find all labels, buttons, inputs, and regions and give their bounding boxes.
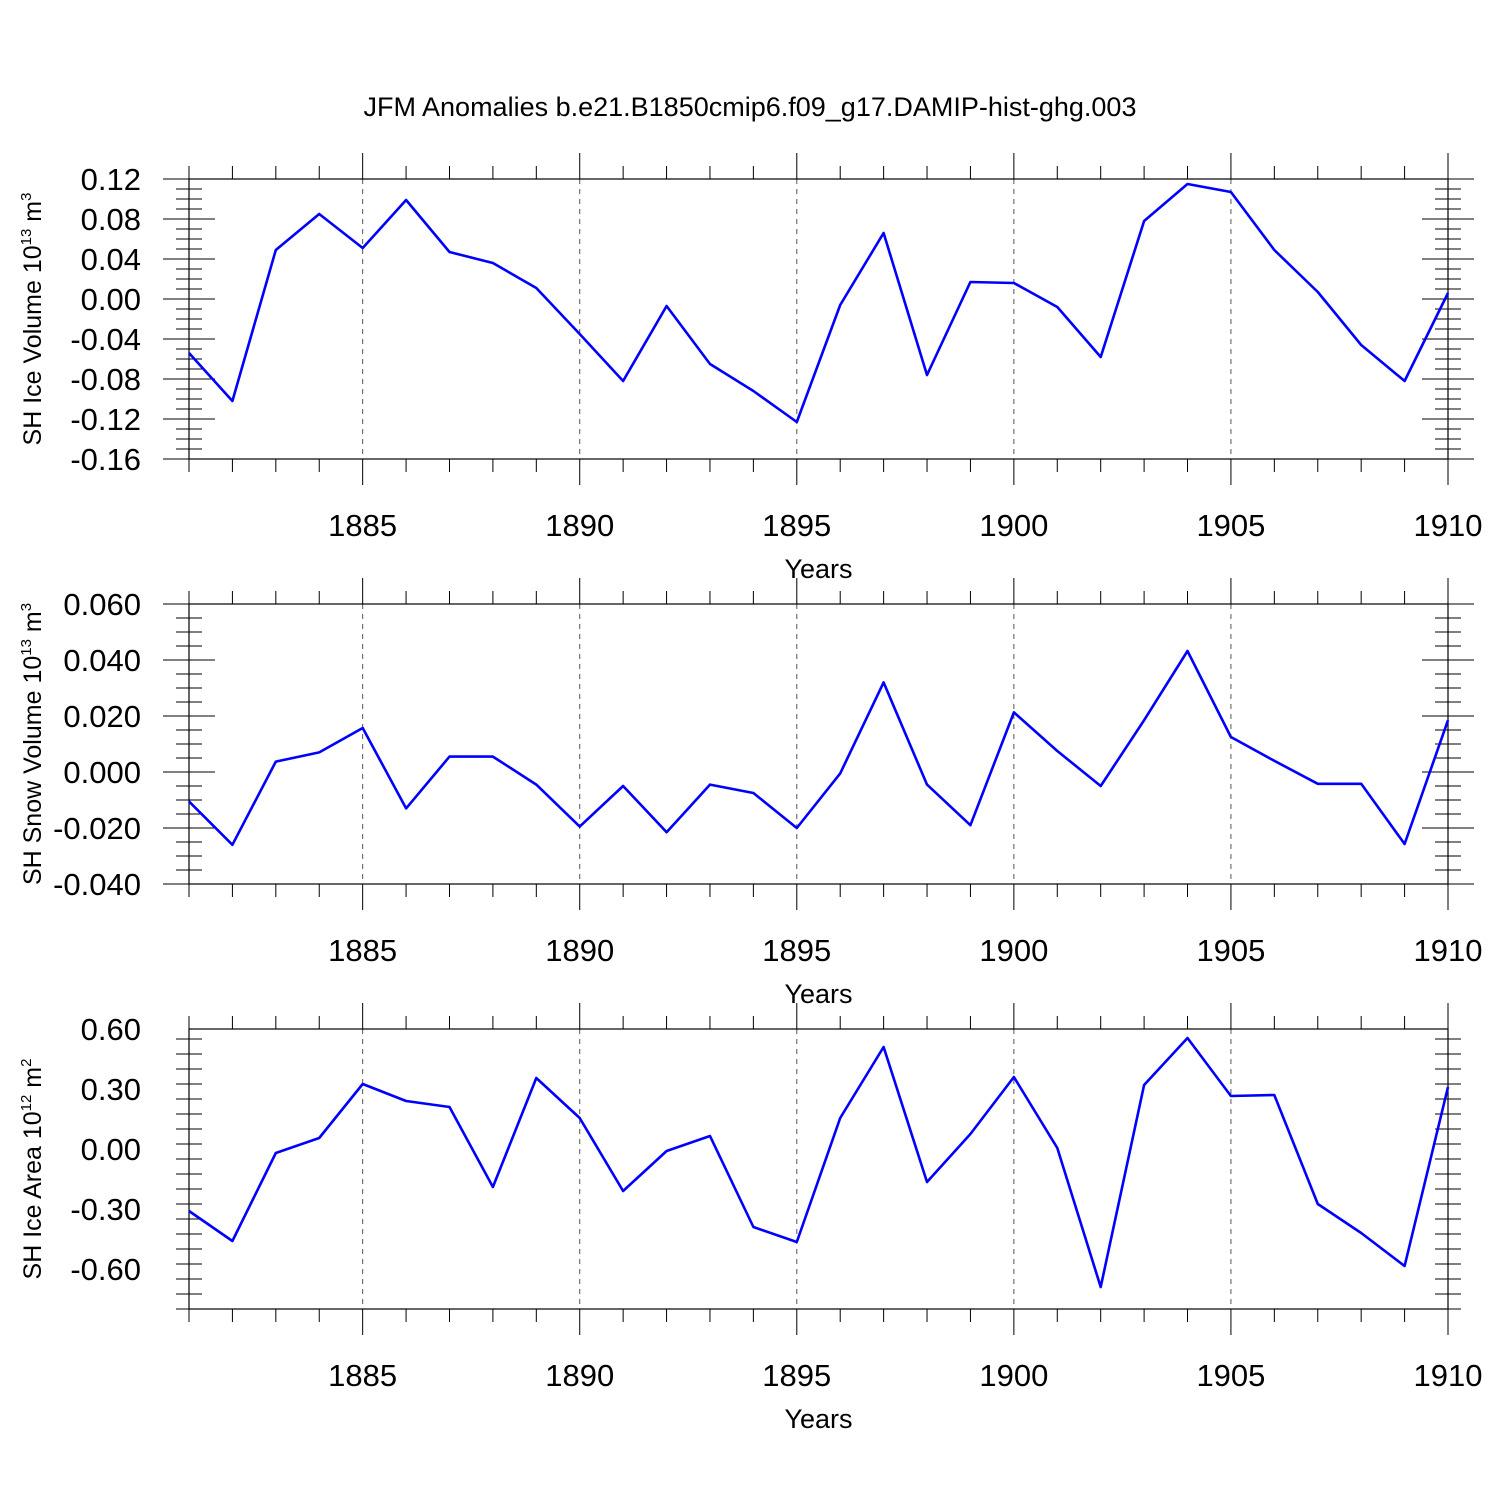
y-axis-label: SH Ice Area 1012 m2 xyxy=(18,1059,47,1280)
plot-frame xyxy=(188,1028,1449,1310)
panel-3: 1885 1890 1895 1900 1905 1910 Years -0.60 -0.30 0… xyxy=(18,1003,1482,1434)
y-tick-label: 0.08 xyxy=(81,202,141,237)
x-axis-label: Years xyxy=(784,554,852,584)
y-tick-label: -0.16 xyxy=(70,442,141,477)
plot-frame xyxy=(188,178,1449,460)
y-axis-label: SH Ice Volume 1013 m3 xyxy=(18,193,47,446)
x-tick-label: 1890 xyxy=(545,933,614,968)
x-tick-label: 1910 xyxy=(1414,1358,1483,1393)
x-tick-label: 1910 xyxy=(1414,933,1483,968)
y-tick-label: -0.08 xyxy=(70,362,141,397)
x-tick-label: 1890 xyxy=(545,508,614,543)
series-line xyxy=(188,1036,1450,1289)
panel-2: 1885 1890 1895 1900 1905 1910 Years -0.040 -0.02… xyxy=(18,578,1482,1009)
x-tick-label: 1890 xyxy=(545,1358,614,1393)
x-tick-label: 1895 xyxy=(762,1358,831,1393)
chart-title: JFM Anomalies b.e21.B1850cmip6.f09_g17.D… xyxy=(364,92,1137,122)
series-line xyxy=(188,649,1450,847)
y-tick-label: 0.30 xyxy=(81,1072,141,1107)
y-tick-label: -0.04 xyxy=(70,322,141,357)
x-tick-label: 1905 xyxy=(1196,1358,1265,1393)
x-tick-label: 1885 xyxy=(328,508,397,543)
x-tick-label: 1900 xyxy=(979,1358,1048,1393)
y-tick-label: -0.020 xyxy=(53,811,141,846)
x-tick-label: 1900 xyxy=(979,508,1048,543)
x-axis-label: Years xyxy=(784,1404,852,1434)
plot-frame xyxy=(188,603,1449,885)
x-tick-label: 1905 xyxy=(1196,933,1265,968)
x-axis-label: Years xyxy=(784,979,852,1009)
x-tick-label: 1900 xyxy=(979,933,1048,968)
x-tick-label: 1885 xyxy=(328,1358,397,1393)
x-tick-label: 1910 xyxy=(1414,508,1483,543)
y-axis-label: SH Snow Volume 1013 m3 xyxy=(18,603,47,885)
x-tick-label: 1895 xyxy=(762,933,831,968)
y-tick-label: -0.60 xyxy=(70,1252,141,1287)
series-line xyxy=(188,182,1450,424)
y-tick-label: 0.04 xyxy=(81,242,141,277)
y-tick-label: 0.060 xyxy=(63,587,141,622)
y-tick-label: -0.12 xyxy=(70,402,141,437)
y-tick-label: 0.000 xyxy=(63,755,141,790)
y-tick-label: -0.040 xyxy=(53,867,141,902)
panel-1: 1885 1890 1895 1900 1905 1910 Years -0.16 -0.12 -… xyxy=(18,153,1482,584)
y-tick-label: 0.00 xyxy=(81,1132,141,1167)
x-tick-label: 1905 xyxy=(1196,508,1265,543)
x-tick-label: 1885 xyxy=(328,933,397,968)
y-tick-label: 0.040 xyxy=(63,643,141,678)
y-tick-label: 0.020 xyxy=(63,699,141,734)
y-tick-label: 0.60 xyxy=(81,1012,141,1047)
y-tick-label: -0.30 xyxy=(70,1192,141,1227)
y-tick-label: 0.00 xyxy=(81,282,141,317)
x-tick-label: 1895 xyxy=(762,508,831,543)
y-tick-label: 0.12 xyxy=(81,162,141,197)
